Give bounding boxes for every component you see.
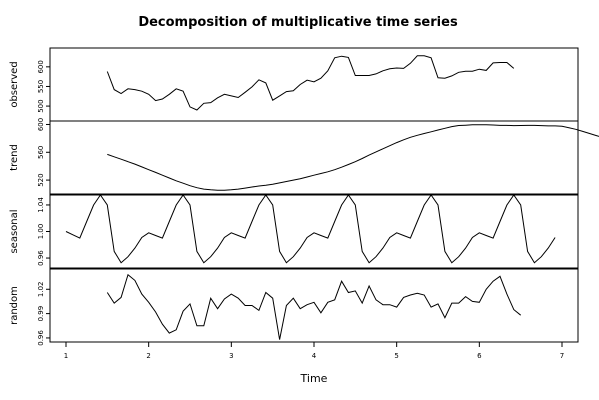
y-tick-label: 0.96 [37, 250, 45, 266]
panel-seasonal: 0.96 1.00 1.04 seasonal [9, 194, 579, 269]
x-tick-label: 7 [560, 352, 564, 360]
series-line-seasonal [65, 194, 556, 264]
x-tick-label: 2 [146, 352, 150, 360]
x-tick-label: 3 [229, 352, 233, 360]
x-tick-label: 6 [477, 352, 482, 360]
x-axis: 1 2 3 4 5 6 7 [64, 341, 564, 360]
y-tick-label: 560 [37, 146, 45, 159]
series-line-observed [106, 55, 515, 111]
y-tick-label: 550 [37, 80, 45, 93]
y-axis-label: random [9, 286, 20, 325]
y-axis-label: trend [9, 144, 20, 171]
y-tick-label: 520 [37, 173, 45, 186]
y-tick-label: 1.00 [37, 224, 45, 240]
series-line-random [106, 273, 522, 340]
panel-random: 0.96 0.99 1.02 random [9, 268, 579, 346]
panel-observed: 500 550 600 observed [9, 47, 579, 122]
y-axis-label: seasonal [9, 209, 20, 253]
y-tick-label: 1.02 [37, 281, 45, 297]
y-tick-label: 1.04 [37, 197, 45, 213]
x-tick-label: 4 [312, 352, 317, 360]
y-tick-label: 600 [37, 118, 45, 131]
series-line-trend [107, 124, 599, 191]
chart-title: Decomposition of multiplicative time ser… [138, 15, 458, 30]
panel-frame [49, 47, 579, 122]
panel-frame [49, 120, 579, 195]
y-tick-label: 500 [37, 99, 45, 112]
x-tick-label: 5 [394, 352, 398, 360]
x-tick-label: 1 [64, 352, 68, 360]
x-axis-label: Time [300, 372, 328, 385]
panel-frame [49, 194, 579, 269]
panel-frame [49, 268, 579, 343]
y-tick-label: 600 [37, 60, 45, 73]
y-tick-label: 0.99 [37, 306, 45, 322]
y-axis-label: observed [9, 61, 20, 107]
y-tick-label: 0.96 [37, 330, 45, 346]
panel-trend: 520 560 600 trend [9, 118, 599, 195]
